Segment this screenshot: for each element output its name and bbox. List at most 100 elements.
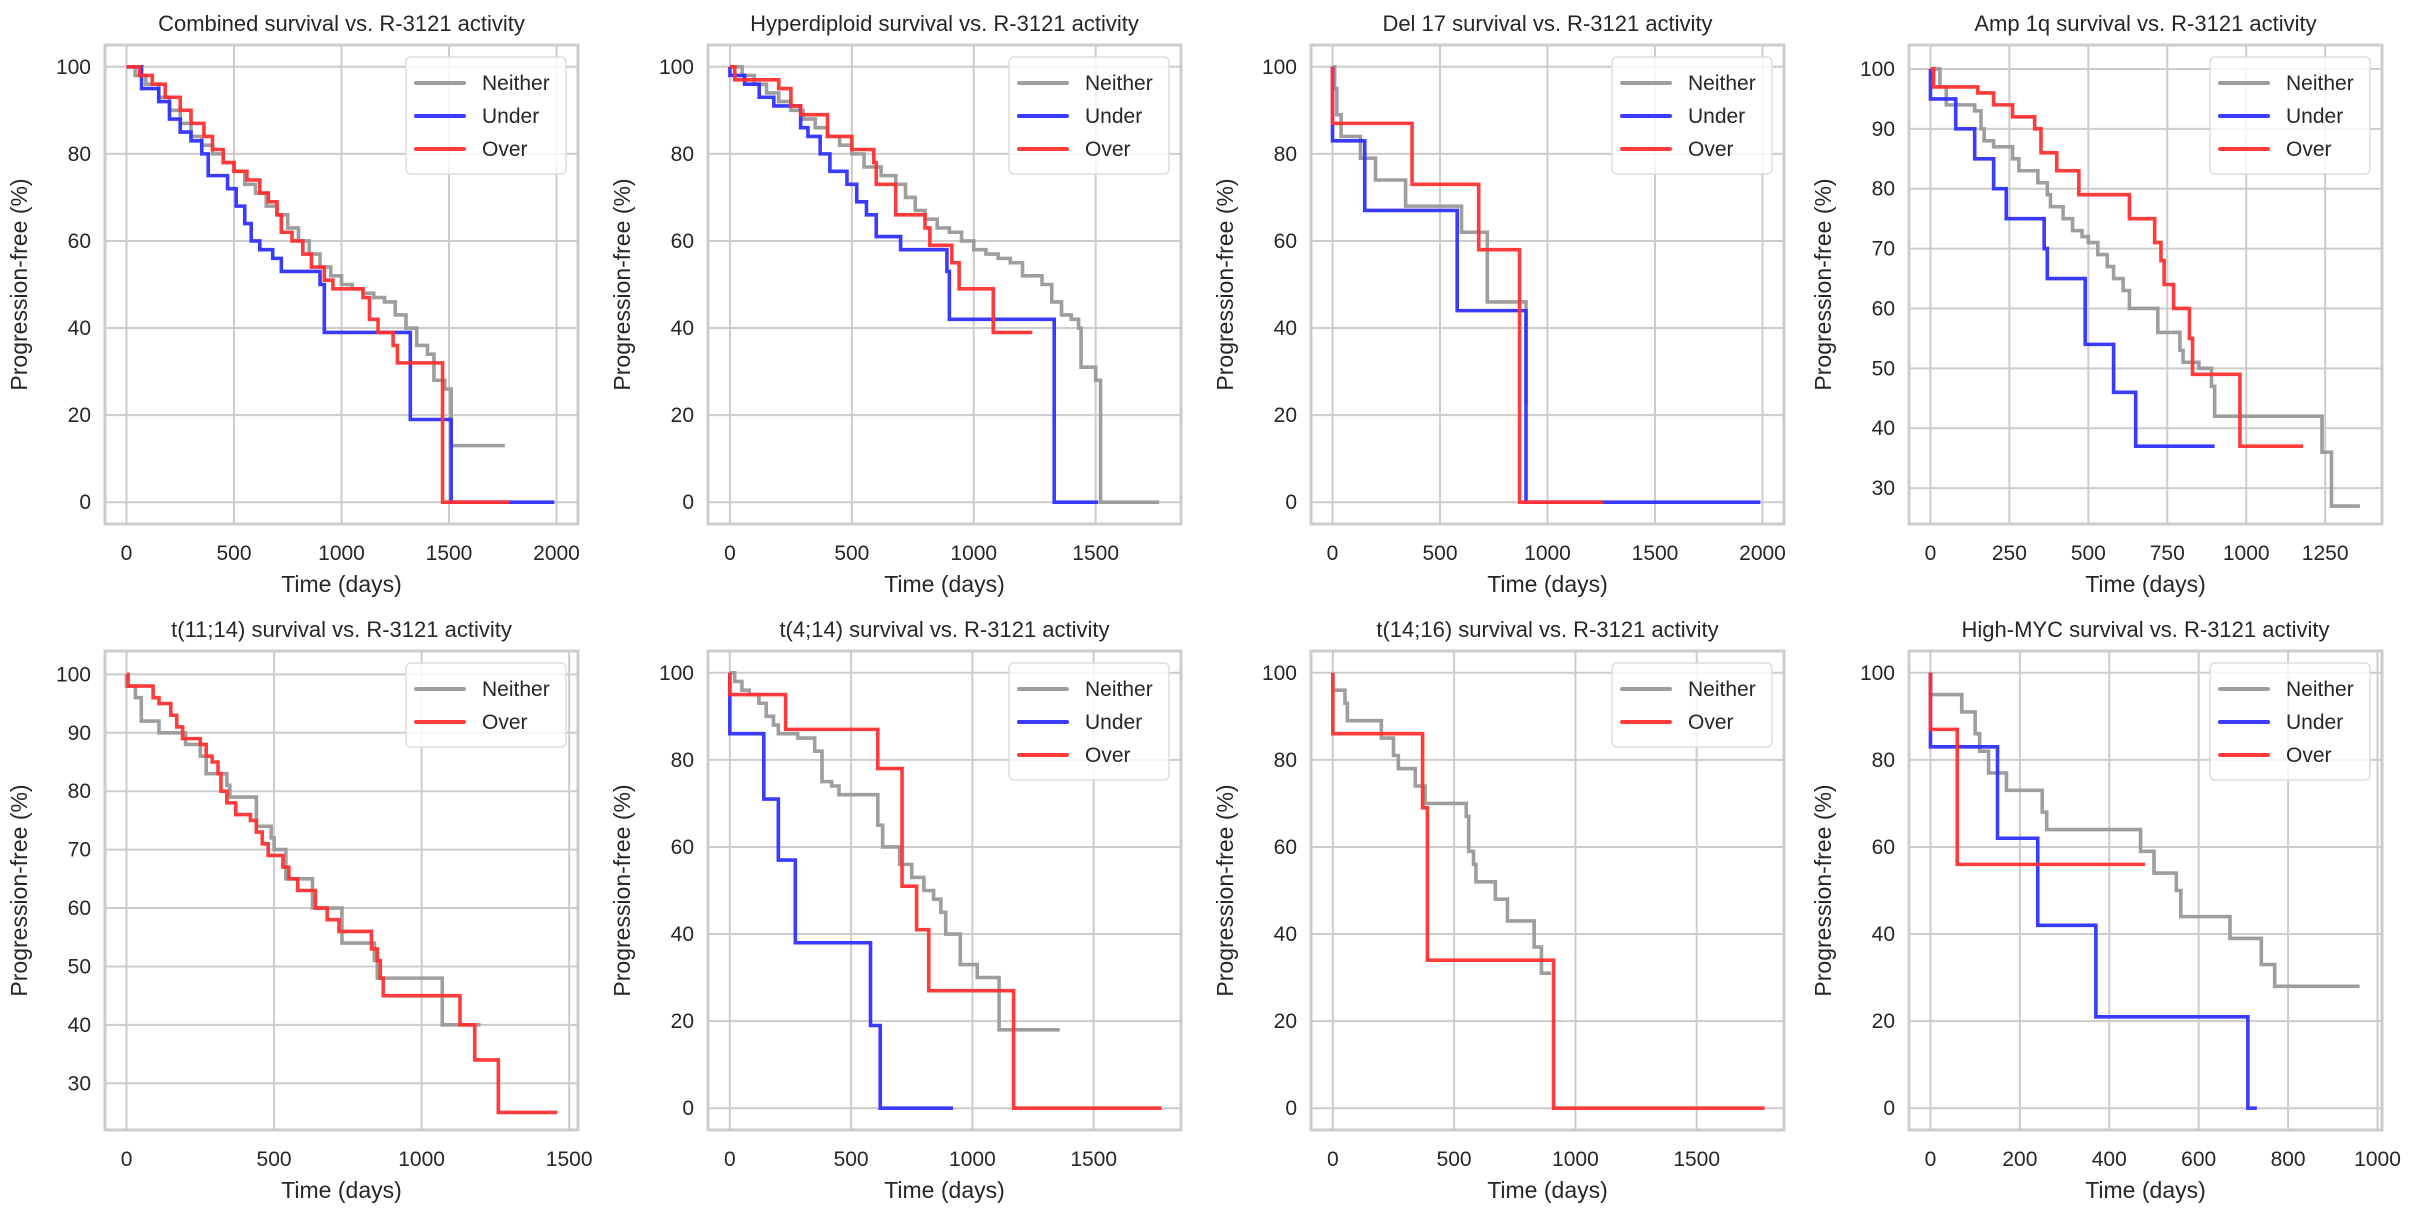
y-tick-label: 60 (671, 230, 694, 253)
panel-5: 0 500 1000 1500 0 20 40 60 80 100 t(4;14) survival… (609, 617, 1183, 1203)
y-tick-label: 40 (1872, 923, 1895, 946)
x-tick-label: 0 (1925, 542, 1937, 565)
series-line-neither (1331, 672, 1552, 976)
x-tick-label: 1000 (1524, 542, 1571, 565)
chart-title: Del 17 survival vs. R-3121 activity (1382, 11, 1712, 36)
legend-label-neither: Neither (1085, 72, 1153, 95)
series-line-under (728, 66, 1099, 505)
y-tick-label: 40 (1872, 417, 1895, 440)
series-line-under (126, 64, 555, 505)
series-line-over (126, 672, 558, 1115)
legend-label-over: Over (2286, 744, 2332, 767)
series-line-neither (1332, 64, 1529, 404)
y-tick-label: 20 (1274, 1010, 1297, 1033)
y-tick-label: 20 (671, 1010, 694, 1033)
x-tick-label: 1500 (1673, 1148, 1720, 1171)
legend-label-under: Under (1085, 105, 1142, 128)
y-tick-label: 40 (1274, 923, 1297, 946)
series-line-under (728, 672, 953, 1111)
panel-2: 0 500 1000 1500 2000 0 20 40 60 80 100 Del 17 survi… (1212, 11, 1786, 597)
axes-frame (103, 649, 580, 1132)
x-tick-label: 400 (2092, 1148, 2127, 1171)
legend-label-over: Over (1085, 744, 1131, 767)
y-tick-label: 40 (68, 1014, 91, 1037)
y-axis-label: Progression-free (%) (609, 178, 635, 390)
y-tick-label: 60 (1872, 836, 1895, 859)
y-axis-label: Progression-free (%) (1212, 178, 1238, 390)
axes-frame (1907, 43, 2384, 526)
legend-label-over: Over (482, 711, 528, 734)
y-tick-label: 40 (671, 923, 694, 946)
series-line-under (1928, 68, 2215, 448)
y-tick-label: 80 (671, 749, 694, 772)
y-tick-label: 40 (68, 317, 91, 340)
legend-label-over: Over (1688, 138, 1734, 161)
y-tick-label: 100 (1262, 56, 1297, 79)
legend: Neither Under Over (1611, 56, 1773, 175)
y-tick-label: 80 (1274, 749, 1297, 772)
y-tick-label: 60 (1872, 297, 1895, 320)
y-tick-label: 70 (68, 839, 91, 862)
chart-title: High-MYC survival vs. R-3121 activity (1962, 617, 2330, 642)
axes-frame (1309, 649, 1786, 1132)
legend-label-neither: Neither (1688, 72, 1756, 95)
x-tick-label: 500 (834, 542, 869, 565)
x-tick-label: 800 (2271, 1148, 2306, 1171)
x-tick-label: 600 (2181, 1148, 2216, 1171)
legend: Neither Under Over (2209, 662, 2371, 781)
y-tick-label: 0 (79, 491, 91, 514)
chart-title: Hyperdiploid survival vs. R-3121 activit… (750, 11, 1139, 36)
x-axis-label: Time (days) (884, 571, 1005, 597)
x-tick-label: 500 (1437, 1148, 1472, 1171)
chart-title: t(4;14) survival vs. R-3121 activity (779, 617, 1109, 642)
legend-box (1008, 56, 1170, 175)
y-axis-label: Progression-free (%) (1810, 784, 1836, 996)
y-tick-label: 60 (1274, 836, 1297, 859)
legend-label-under: Under (482, 105, 539, 128)
x-tick-label: 500 (1422, 542, 1457, 565)
x-axis-label: Time (days) (281, 1177, 402, 1203)
y-tick-label: 100 (56, 56, 91, 79)
y-axis-label: Progression-free (%) (6, 178, 32, 390)
legend-box (2209, 56, 2371, 175)
y-tick-label: 0 (1883, 1097, 1895, 1120)
axes-frame (1309, 43, 1786, 526)
x-tick-label: 1500 (426, 542, 473, 565)
x-tick-label: 0 (1327, 542, 1339, 565)
y-axis-label: Progression-free (%) (1212, 784, 1238, 996)
x-tick-label: 2000 (533, 542, 580, 565)
x-tick-label: 500 (216, 542, 251, 565)
x-axis-label: Time (days) (2085, 571, 2206, 597)
y-tick-label: 60 (68, 897, 91, 920)
y-tick-label: 0 (682, 491, 694, 514)
legend-box (2209, 662, 2371, 781)
x-tick-label: 1000 (950, 542, 997, 565)
y-tick-label: 80 (671, 143, 694, 166)
x-tick-label: 200 (2002, 1148, 2037, 1171)
y-tick-label: 100 (659, 662, 694, 685)
x-tick-label: 1250 (2302, 542, 2349, 565)
legend-box (1611, 662, 1773, 748)
y-axis-label: Progression-free (%) (609, 784, 635, 996)
y-tick-label: 60 (68, 230, 91, 253)
axes-frame (706, 43, 1183, 526)
legend-label-neither: Neither (2286, 72, 2354, 95)
series-line-over (1331, 672, 1765, 1111)
legend: Neither Under Over (1008, 56, 1170, 175)
legend: Neither Over (405, 662, 567, 748)
chart-title: Amp 1q survival vs. R-3121 activity (1974, 11, 2316, 36)
legend-label-under: Under (2286, 711, 2343, 734)
panel-6: 0 500 1000 1500 0 20 40 60 80 100 t(14;16) surviva… (1212, 617, 1786, 1203)
legend: Neither Under Over (2209, 56, 2371, 175)
y-tick-label: 40 (671, 317, 694, 340)
series-line-neither (1930, 67, 2360, 508)
x-tick-label: 1500 (1632, 542, 1679, 565)
x-tick-label: 1000 (949, 1148, 996, 1171)
y-tick-label: 30 (1872, 477, 1895, 500)
series-line-over (729, 64, 1033, 335)
axes-frame (1907, 649, 2384, 1132)
y-tick-label: 100 (659, 56, 694, 79)
y-tick-label: 50 (1872, 357, 1895, 380)
y-tick-label: 100 (56, 663, 91, 686)
